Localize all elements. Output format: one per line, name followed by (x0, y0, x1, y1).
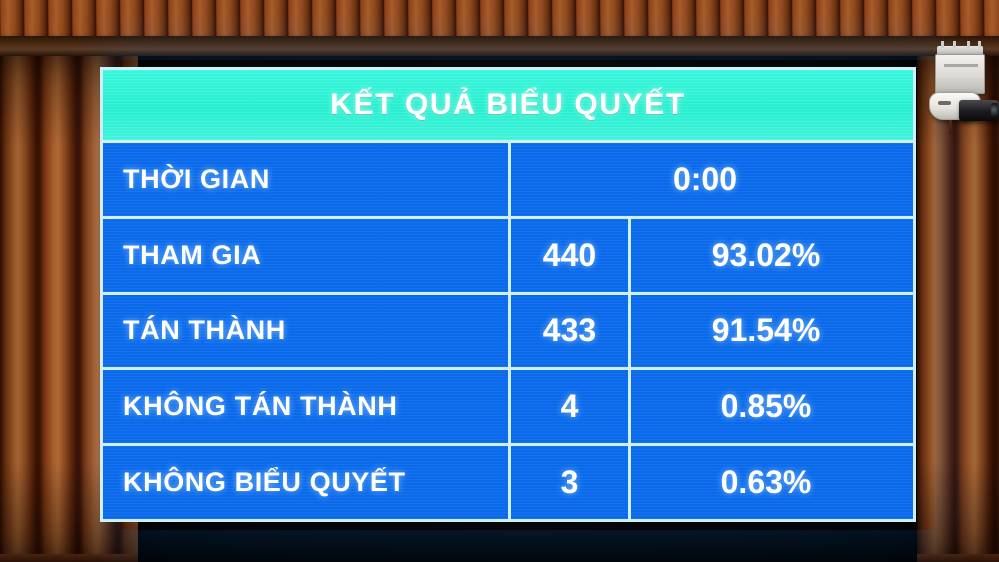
table-row-time: THỜI GIAN 0:00 (103, 140, 913, 216)
results-title-bar: KẾT QUẢ BIỂU QUYẾT (103, 70, 913, 140)
ceiling-ledge-shadow (0, 36, 999, 58)
camera-lens (959, 100, 999, 121)
ptz-camera (923, 41, 999, 156)
wooden-pillar-right (917, 56, 999, 562)
camera-bracket-pin (953, 41, 956, 48)
table-row-abstain: KHÔNG BIỂU QUYẾT 3 0.63% (103, 443, 913, 519)
row-count-disapprove: 4 (508, 370, 628, 444)
camera-mount-bracket (937, 41, 983, 55)
voting-results-table: KẾT QUẢ BIỂU QUYẾT THỜI GIAN 0:00 THAM G… (100, 67, 916, 522)
row-value-time: 0:00 (508, 143, 913, 216)
camera-head-slot (938, 101, 951, 105)
row-percent-approve: 91.54% (628, 294, 913, 368)
camera-housing (935, 54, 985, 94)
results-rows: THỜI GIAN 0:00 THAM GIA 440 93.02% TÁN T… (103, 140, 913, 519)
row-label-abstain: KHÔNG BIỂU QUYẾT (123, 467, 406, 498)
table-row-approve: TÁN THÀNH 433 91.54% (103, 291, 913, 368)
row-label-approve: TÁN THÀNH (123, 315, 286, 346)
row-percent-participated: 93.02% (628, 218, 913, 292)
wooden-top-slat-band (0, 0, 999, 36)
row-label-disapprove: KHÔNG TÁN THÀNH (123, 391, 398, 422)
camera-bracket-pin (941, 41, 944, 48)
row-count-participated: 440 (508, 218, 628, 292)
page-title: KẾT QUẢ BIỂU QUYẾT (330, 88, 686, 121)
row-label-time: THỜI GIAN (123, 163, 270, 194)
camera-bracket-pin (967, 41, 970, 48)
row-label-participated: THAM GIA (123, 239, 262, 270)
row-count-abstain: 3 (508, 446, 628, 519)
row-percent-disapprove: 0.85% (628, 370, 913, 444)
table-row-participated: THAM GIA 440 93.02% (103, 215, 913, 292)
row-percent-abstain: 0.63% (628, 446, 913, 519)
wall-streak (949, 120, 952, 134)
camera-bracket-pin (978, 41, 981, 48)
row-count-approve: 433 (508, 294, 628, 368)
table-row-disapprove: KHÔNG TÁN THÀNH 4 0.85% (103, 367, 913, 444)
